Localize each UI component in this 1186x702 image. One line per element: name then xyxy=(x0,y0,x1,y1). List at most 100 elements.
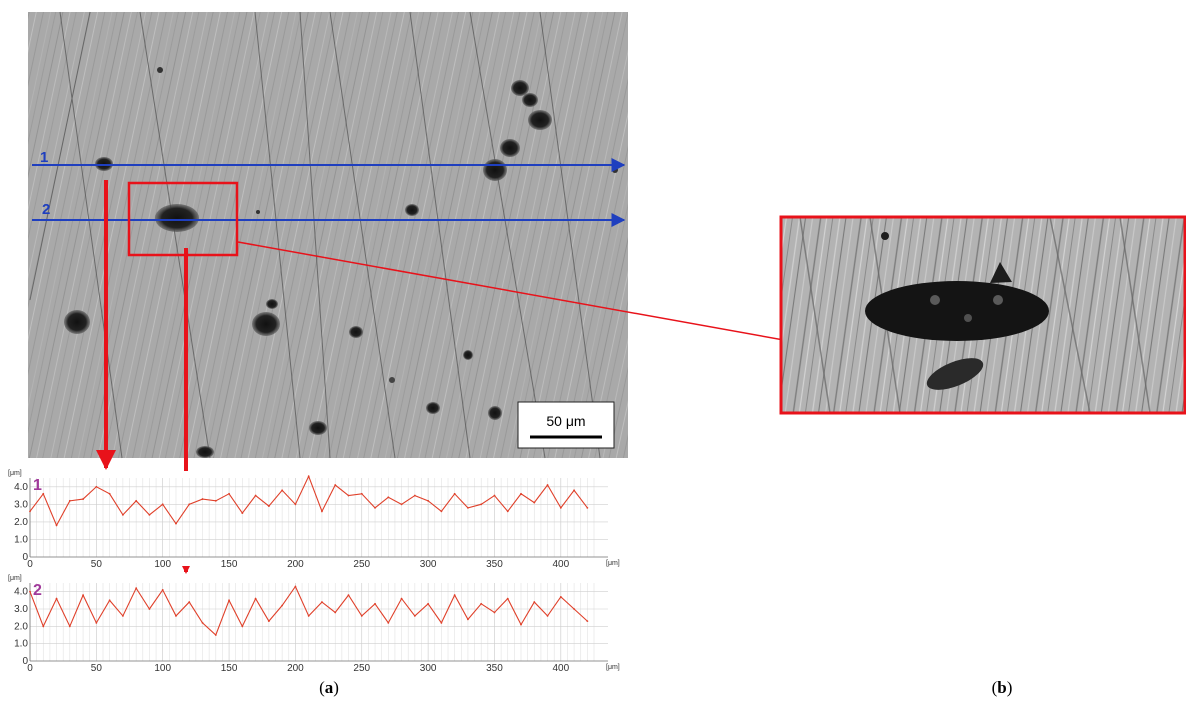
profile-point xyxy=(95,621,98,624)
y-tick-label: 2.0 xyxy=(14,621,28,632)
profile-point xyxy=(121,513,124,516)
profile-point xyxy=(546,484,549,486)
profile-point xyxy=(294,503,297,506)
profile-point xyxy=(453,492,456,495)
scan-line-2-label: 2 xyxy=(42,201,50,218)
x-tick-label: 200 xyxy=(287,559,304,570)
profile-point xyxy=(121,615,124,617)
profile-point xyxy=(254,494,257,497)
profile-point xyxy=(95,485,98,488)
profile-point xyxy=(400,503,403,506)
profile-point xyxy=(573,608,575,610)
y-tick-label: 0 xyxy=(22,552,28,563)
y-tick-label: 4.0 xyxy=(14,587,28,598)
zoom-highlight xyxy=(964,314,972,322)
micrograph-surface xyxy=(28,12,628,458)
profile-point xyxy=(201,621,204,624)
profile-background xyxy=(30,576,626,670)
profile-point xyxy=(281,604,284,607)
scratch-lines xyxy=(29,11,601,459)
profile-point xyxy=(68,499,71,502)
profile-point xyxy=(400,597,403,600)
profile-point xyxy=(533,601,536,603)
profile-point xyxy=(493,611,496,614)
profile-point xyxy=(307,475,310,478)
roi-box xyxy=(127,181,239,257)
y-tick-label: 1.0 xyxy=(14,639,28,650)
profile-point xyxy=(307,615,310,617)
profile-point xyxy=(347,494,350,497)
profile-point xyxy=(214,634,217,636)
zoom-highlight xyxy=(930,295,940,305)
profile-point xyxy=(188,503,191,506)
profile-point xyxy=(440,621,443,624)
x-tick-label: 150 xyxy=(221,663,238,674)
profile-point xyxy=(493,494,496,497)
zoom-highlight xyxy=(993,295,1003,305)
x-tick-label: 0 xyxy=(27,663,33,674)
panel-label-a: (a) xyxy=(319,678,339,697)
x-tick-label: 350 xyxy=(486,559,503,570)
x-tick-label: 150 xyxy=(221,559,238,570)
y-tick-label: 2.0 xyxy=(14,517,28,528)
profile-point xyxy=(387,621,390,624)
zoom-frame xyxy=(779,215,1186,415)
zoom-view xyxy=(779,215,1186,415)
profile-point xyxy=(334,484,337,486)
profile-point xyxy=(360,492,363,495)
zoom-secondary-pore xyxy=(926,358,984,390)
y-tick-label: 1.0 xyxy=(14,534,28,545)
x-tick-label: 200 xyxy=(287,663,304,674)
profile-point xyxy=(241,625,244,628)
profile-point xyxy=(440,510,443,513)
profile-point xyxy=(228,492,230,495)
profile-point xyxy=(29,590,31,593)
profile-point xyxy=(467,506,469,509)
x-tick-label: 0 xyxy=(27,559,33,570)
profile-point xyxy=(506,597,509,600)
profile-point xyxy=(55,524,58,527)
profiles: 01.02.03.04.00 50 100 150 200 250 300 350 400[μm… xyxy=(8,470,626,674)
scan-line-1-label: 1 xyxy=(40,149,48,166)
x-tick-label: 400 xyxy=(552,663,569,674)
arrow-to-zoom xyxy=(237,241,808,349)
profile-point xyxy=(520,623,522,626)
profile-point xyxy=(321,601,323,603)
profile-point xyxy=(161,503,164,506)
profile-point xyxy=(586,620,589,623)
profile-point xyxy=(42,492,45,495)
profile-point xyxy=(427,602,430,605)
scale-bar-box xyxy=(517,401,615,449)
profile-point xyxy=(82,498,84,500)
profile-point xyxy=(559,506,562,509)
profile-point xyxy=(546,615,549,617)
x-tick-label: 100 xyxy=(154,559,171,570)
profile-point xyxy=(201,498,204,500)
micrograph: 1 2 50 μm xyxy=(28,11,628,459)
profile-point xyxy=(559,595,562,598)
profile-point xyxy=(148,608,151,610)
profile-point xyxy=(68,625,71,628)
y-tick-label: 3.0 xyxy=(14,499,28,510)
profile-point xyxy=(453,594,456,597)
x-tick-label: 50 xyxy=(91,559,103,570)
zoom-inclusion-tail xyxy=(990,262,1012,283)
profile-point xyxy=(480,602,483,605)
profile-point xyxy=(228,599,230,602)
profile-point xyxy=(55,597,58,600)
profile-point xyxy=(413,494,416,497)
x-tick-label: 400 xyxy=(552,559,569,570)
profile-point xyxy=(135,499,138,502)
profile-point xyxy=(148,513,151,516)
x-tick-label: 350 xyxy=(486,663,503,674)
y-tick-label: 4.0 xyxy=(14,482,28,493)
profile-point xyxy=(267,620,270,623)
profile-point xyxy=(427,499,430,502)
profile-point xyxy=(480,503,483,506)
profile-point xyxy=(254,597,257,600)
profile-2: 0 1.0 2.0 3.0 4.0 0 50 100 150 200 250 300 350 400 [μm… xyxy=(8,575,626,674)
profile-point xyxy=(533,501,536,504)
profile-point xyxy=(29,510,31,513)
x-tick-label: 250 xyxy=(353,559,370,570)
